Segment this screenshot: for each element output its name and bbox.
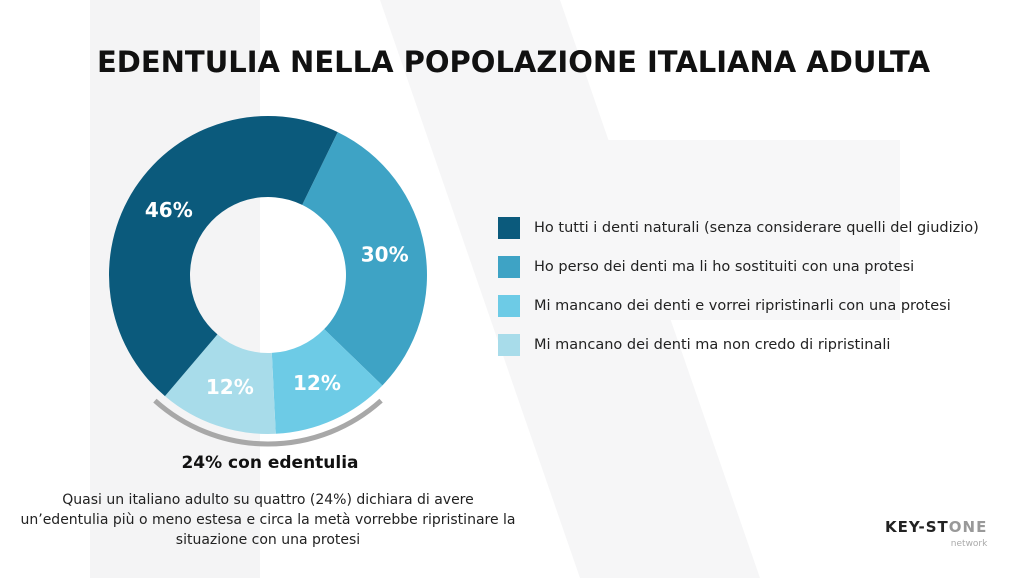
- data-label: 30%: [361, 242, 409, 266]
- legend-swatch: [498, 216, 520, 239]
- logo-main-text: KEY-ST: [885, 518, 949, 536]
- data-label: 46%: [145, 198, 193, 222]
- donut-slice: [271, 329, 383, 434]
- legend-label: Ho perso dei denti ma li ho sostituiti c…: [534, 258, 915, 275]
- edentulia-annotation: 24% con edentulia: [181, 453, 359, 473]
- legend: Ho tutti i denti naturali (senza conside…: [498, 208, 979, 364]
- edentulia-bracket-arc: [153, 398, 383, 447]
- donut-slice: [109, 116, 338, 397]
- legend-swatch: [498, 255, 520, 278]
- donut-slice: [302, 132, 427, 386]
- legend-item: Ho tutti i denti naturali (senza conside…: [498, 208, 979, 247]
- legend-swatch: [498, 333, 520, 356]
- legend-label: Ho tutti i denti naturali (senza conside…: [534, 219, 979, 236]
- logo-accent-text: ONE: [948, 518, 988, 536]
- legend-swatch: [498, 294, 520, 317]
- logo-sub-text: network: [950, 539, 988, 549]
- data-label: 12%: [293, 371, 341, 395]
- legend-item: Mi mancano dei denti e vorrei ripristina…: [498, 286, 979, 325]
- keystone-logo: KEY-STONE network: [885, 518, 987, 550]
- legend-label: Mi mancano dei denti ma non credo di rip…: [534, 336, 891, 353]
- legend-item: Ho perso dei denti ma li ho sostituiti c…: [498, 247, 979, 286]
- legend-item: Mi mancano dei denti ma non credo di rip…: [498, 325, 979, 364]
- page-title: EDENTULIA NELLA POPOLAZIONE ITALIANA ADU…: [96, 45, 931, 79]
- legend-label: Mi mancano dei denti e vorrei ripristina…: [534, 297, 951, 314]
- donut-slice: [164, 334, 276, 434]
- data-label: 12%: [206, 375, 254, 399]
- logo-wordmark: KEY-STONE: [885, 518, 987, 537]
- description-text: Quasi un italiano adulto su quattro (24%…: [20, 492, 516, 548]
